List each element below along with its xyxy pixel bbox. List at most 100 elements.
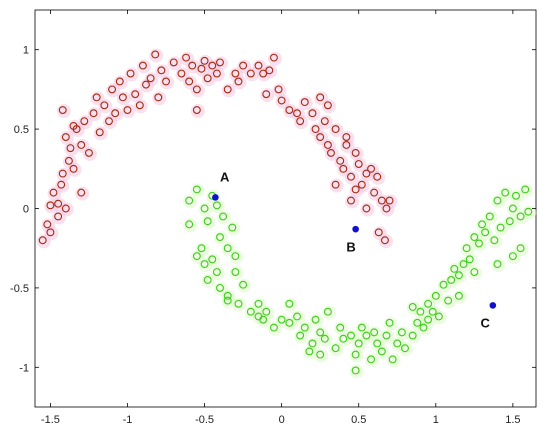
scatter-point-series2 xyxy=(493,196,502,205)
scatter-point-series1 xyxy=(58,106,67,114)
scatter-point-series2 xyxy=(285,318,294,327)
scatter-point-series1 xyxy=(118,93,127,102)
scatter-point-series1 xyxy=(223,85,232,94)
y-tick-label: -0.5 xyxy=(10,283,29,295)
y-tick-label: -1 xyxy=(19,362,29,374)
scatter-point-series1 xyxy=(54,199,63,208)
scatter-point-series1 xyxy=(296,117,305,126)
scatter-point-series2 xyxy=(524,207,533,216)
scatter-point-series1 xyxy=(126,69,135,78)
point-halo xyxy=(283,297,298,312)
scatter-point-series2 xyxy=(192,252,201,261)
point-halo xyxy=(267,51,282,66)
scatter-point-series2 xyxy=(223,244,232,253)
scatter-point-series2 xyxy=(234,299,243,308)
scatter-point-series2 xyxy=(311,315,320,324)
scatter-point-series1 xyxy=(382,204,391,213)
scatter-point-series2 xyxy=(262,307,271,316)
point-halo xyxy=(116,91,131,106)
scatter-point-series1 xyxy=(192,85,201,94)
point-halo xyxy=(190,83,205,98)
scatter-point-series2 xyxy=(454,291,463,300)
scatter-point-series2 xyxy=(408,303,417,311)
scatter-point-series2 xyxy=(354,339,363,348)
point-halo xyxy=(329,178,344,193)
scatter-point-series1 xyxy=(123,106,132,114)
scatter-point-series2 xyxy=(293,312,302,321)
scatter-point-series2 xyxy=(496,223,505,232)
point-halo xyxy=(314,91,329,106)
scatter-point-series2 xyxy=(320,334,329,343)
point-halo xyxy=(321,305,336,320)
scatter-point-series1 xyxy=(265,66,274,75)
point-halo xyxy=(349,183,364,198)
scatter-point-series2 xyxy=(305,347,314,356)
scatter-point-series2 xyxy=(300,323,309,332)
scatter-point-series1 xyxy=(54,212,63,221)
scatter-point-series2 xyxy=(212,201,221,210)
scatter-point-series2 xyxy=(351,350,360,359)
scatter-point-series2 xyxy=(475,239,483,248)
scatter-point-series2 xyxy=(478,220,486,229)
scatter-point-series1 xyxy=(197,64,206,73)
scatter-point-series1 xyxy=(339,164,348,173)
scatter-point-series2 xyxy=(316,328,325,337)
y-tick-label: 1 xyxy=(23,45,29,57)
scatter-point-series2 xyxy=(490,236,499,245)
scatter-point-series2 xyxy=(373,339,382,348)
scatter-point-series1 xyxy=(269,53,278,62)
scatter-point-series1 xyxy=(182,53,191,62)
point-halo xyxy=(483,210,498,225)
point-halo xyxy=(75,186,90,201)
point-halo xyxy=(386,353,401,368)
scatter-point-series2 xyxy=(516,244,525,253)
scatter-point-series2 xyxy=(323,307,332,316)
point-halo xyxy=(406,300,421,315)
scatter-point-series1 xyxy=(185,77,194,86)
scatter-point-series2 xyxy=(254,312,263,321)
scatter-point-series1 xyxy=(311,125,320,134)
scatter-point-series1 xyxy=(38,236,47,245)
point-halo xyxy=(488,234,503,249)
scatter-point-series1 xyxy=(66,144,75,153)
scatter-point-series1 xyxy=(43,220,52,229)
point-halo xyxy=(378,234,393,249)
scatter-point-series2 xyxy=(362,331,371,340)
scatter-point-series1 xyxy=(69,121,78,130)
axis-ticks: -1.5 -1 -0.5 0 0.5 1 1.5 1 0.5 0 -0.5 -1 xyxy=(10,10,536,426)
scatter-point-series1 xyxy=(203,74,212,83)
scatter-point-series2 xyxy=(512,191,520,200)
scatter-point-series2 xyxy=(521,185,530,194)
point-halo xyxy=(190,183,205,198)
scatter-point-series2 xyxy=(339,334,348,343)
scatter-point-series2 xyxy=(203,276,212,284)
point-halo xyxy=(67,162,82,177)
point-halo xyxy=(318,332,333,347)
scatter-point-series2 xyxy=(216,283,224,292)
point-halo xyxy=(463,253,478,268)
point-halo xyxy=(491,258,506,273)
scatter-point-series2 xyxy=(459,260,468,269)
scatter-point-series2 xyxy=(269,323,278,332)
scatter-point-series1 xyxy=(216,58,224,67)
scatter-point-series1 xyxy=(188,61,197,70)
scatter-point-series1 xyxy=(351,185,360,194)
scatter-point-series2 xyxy=(470,268,479,276)
x-tick-label: 1 xyxy=(433,414,439,426)
scatter-point-series1 xyxy=(151,50,160,59)
point-halo xyxy=(198,202,213,217)
scatter-point-series2 xyxy=(197,244,206,253)
scatter-point-series2 xyxy=(501,188,510,197)
point-halo xyxy=(349,364,364,379)
scatter-point-series1 xyxy=(162,77,170,86)
scatter-point-series2 xyxy=(393,339,402,348)
scatter-point-series2 xyxy=(223,291,232,300)
scatter-point-series2 xyxy=(285,299,294,308)
scatter-point-series2 xyxy=(439,280,448,289)
scatter-point-series1 xyxy=(293,109,302,118)
x-tick-label: 0 xyxy=(279,414,285,426)
point-halo xyxy=(44,226,59,241)
point-halo xyxy=(229,250,244,265)
point-halo xyxy=(519,183,534,198)
